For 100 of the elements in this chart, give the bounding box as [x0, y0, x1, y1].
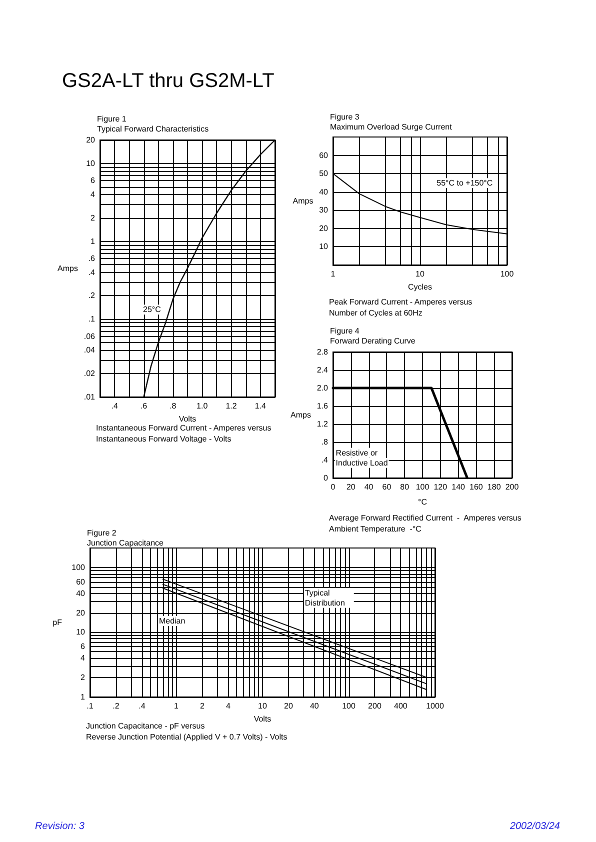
chart-subtitle: Junction Capacitance: [87, 538, 164, 548]
text: Junction Capacitance - pF versus: [86, 722, 205, 730]
y-tick-label: 1.6: [316, 402, 329, 410]
y-tick-label: 4: [80, 654, 86, 663]
y-tick-label: 1: [80, 692, 86, 702]
x-tick-label: 4: [226, 702, 231, 710]
x-tick-label: 20: [346, 482, 356, 492]
chart-subtitle: Forward Derating Curve: [330, 336, 416, 346]
x-tick-label: 1: [330, 270, 336, 278]
chart-subtitle: Typical Forward Characteristics: [97, 124, 209, 134]
x-tick-label: 40: [364, 482, 374, 492]
x-tick-label: .2: [112, 702, 120, 710]
y-tick-label: 40: [319, 187, 329, 196]
x-tick-label: 120: [434, 482, 448, 492]
x-tick-label: 1.4: [254, 402, 267, 410]
chart-title: Figure 4: [330, 326, 360, 336]
x-axis-title: °C: [418, 498, 428, 506]
y-tick-label: 40: [76, 588, 86, 598]
y-axis-title: Amps: [290, 410, 311, 420]
chart-title: Figure 3: [330, 112, 360, 122]
chart-subtitle: Maximum Overload Surge Current: [330, 122, 453, 132]
x-tick-label: .6: [140, 402, 148, 410]
y-axis-title: pF: [52, 618, 62, 627]
y-tick-label: 60: [319, 150, 329, 160]
x-tick-label: 100: [416, 482, 430, 492]
x-tick-label: .8: [170, 402, 177, 410]
y-tick-label: .1: [88, 314, 96, 324]
y-axis-title: Amps: [292, 196, 314, 206]
chart-title: Figure 2: [87, 528, 117, 538]
y-tick-label: 2.4: [316, 366, 329, 374]
y-tick-label: 2: [80, 673, 86, 682]
y-tick-label: .06: [84, 332, 96, 341]
x-tick-label: 0: [330, 482, 336, 492]
y-tick-label: 2.8: [316, 348, 329, 356]
x-tick-label: 80: [400, 482, 410, 492]
x-tick-label: 1: [174, 702, 180, 710]
x-tick-label: 10: [258, 702, 268, 710]
text: 2002/03/24: [510, 821, 560, 832]
text: Ambient Temperature -°C: [329, 524, 422, 534]
x-tick-label: 400: [394, 702, 408, 710]
annotation: Resistive or: [336, 448, 378, 458]
annotation: 25°C: [143, 305, 162, 314]
text: Instantaneous Forward Current - Amperes versus: [96, 424, 272, 432]
x-tick-label: 60: [382, 482, 392, 492]
chart-title: Figure 1: [97, 114, 127, 124]
y-tick-label: 1.2: [316, 420, 329, 428]
x-tick-label: 10: [416, 270, 425, 278]
y-tick-label: 100: [72, 562, 86, 572]
y-tick-label: .02: [84, 369, 96, 378]
y-tick-label: .2: [88, 291, 96, 300]
annotation: Inductive Load: [336, 458, 388, 468]
y-tick-label: .6: [88, 254, 96, 264]
x-tick-label: 40: [310, 702, 320, 710]
y-tick-label: 10: [86, 158, 96, 168]
x-tick-label: 160: [470, 482, 484, 492]
y-tick-label: .8: [321, 438, 329, 446]
y-tick-label: 6: [80, 642, 86, 652]
y-tick-label: 0: [324, 474, 329, 482]
x-tick-label: .4: [111, 402, 118, 410]
y-tick-label: 2: [90, 213, 96, 222]
x-axis-title: Cycles: [408, 282, 432, 292]
x-tick-label: 180: [487, 482, 502, 492]
y-tick-label: 20: [319, 224, 329, 233]
x-tick-label: 1.0: [196, 402, 208, 410]
y-tick-label: 10: [319, 242, 329, 252]
y-tick-label: 2.0: [316, 384, 329, 392]
x-axis-title: Volts: [254, 714, 272, 724]
x-tick-label: 1000: [426, 702, 444, 710]
annotation: 55°C to +150°C: [436, 178, 493, 188]
y-axis-title: Amps: [58, 264, 78, 273]
text: Instantaneous Forward Voltage - Volts: [96, 434, 232, 444]
y-tick-label: .04: [84, 346, 96, 355]
text: GS2A-LT thru GS2M-LT: [62, 70, 274, 93]
annotation: Typical Distribution: [304, 588, 345, 608]
y-tick-label: .01: [84, 392, 96, 402]
y-tick-label: 1: [90, 236, 96, 246]
y-tick-label: 10: [76, 628, 86, 637]
y-tick-label: 20: [76, 608, 86, 618]
text: Peak Forward Current - Amperes versus: [329, 298, 472, 306]
x-tick-label: 100: [342, 702, 356, 710]
y-tick-label: 30: [319, 206, 329, 215]
x-tick-label: 20: [284, 702, 294, 710]
x-tick-label: .4: [138, 702, 146, 710]
y-tick-label: 50: [319, 169, 329, 178]
annotation: Median: [158, 616, 186, 626]
x-tick-label: 140: [452, 482, 466, 492]
x-tick-label: 100: [500, 270, 514, 278]
x-tick-label: 200: [368, 702, 382, 710]
y-tick-label: 20: [86, 136, 96, 144]
x-tick-label: 200: [505, 482, 520, 492]
x-axis-title: Volts: [178, 414, 196, 424]
x-tick-label: 1.2: [226, 402, 238, 410]
y-tick-label: 4: [90, 190, 96, 199]
y-tick-label: .4: [321, 456, 329, 464]
y-tick-label: 60: [76, 577, 86, 586]
text: Average Forward Rectified Current - Amperes versus: [329, 514, 522, 522]
text: Reverse Junction Potential (Applied V + 0.7 Volts) - Volts: [86, 732, 288, 742]
text: Number of Cycles at 60Hz: [329, 308, 422, 318]
y-tick-label: 6: [90, 176, 96, 186]
text: Revision: 3: [35, 821, 84, 832]
